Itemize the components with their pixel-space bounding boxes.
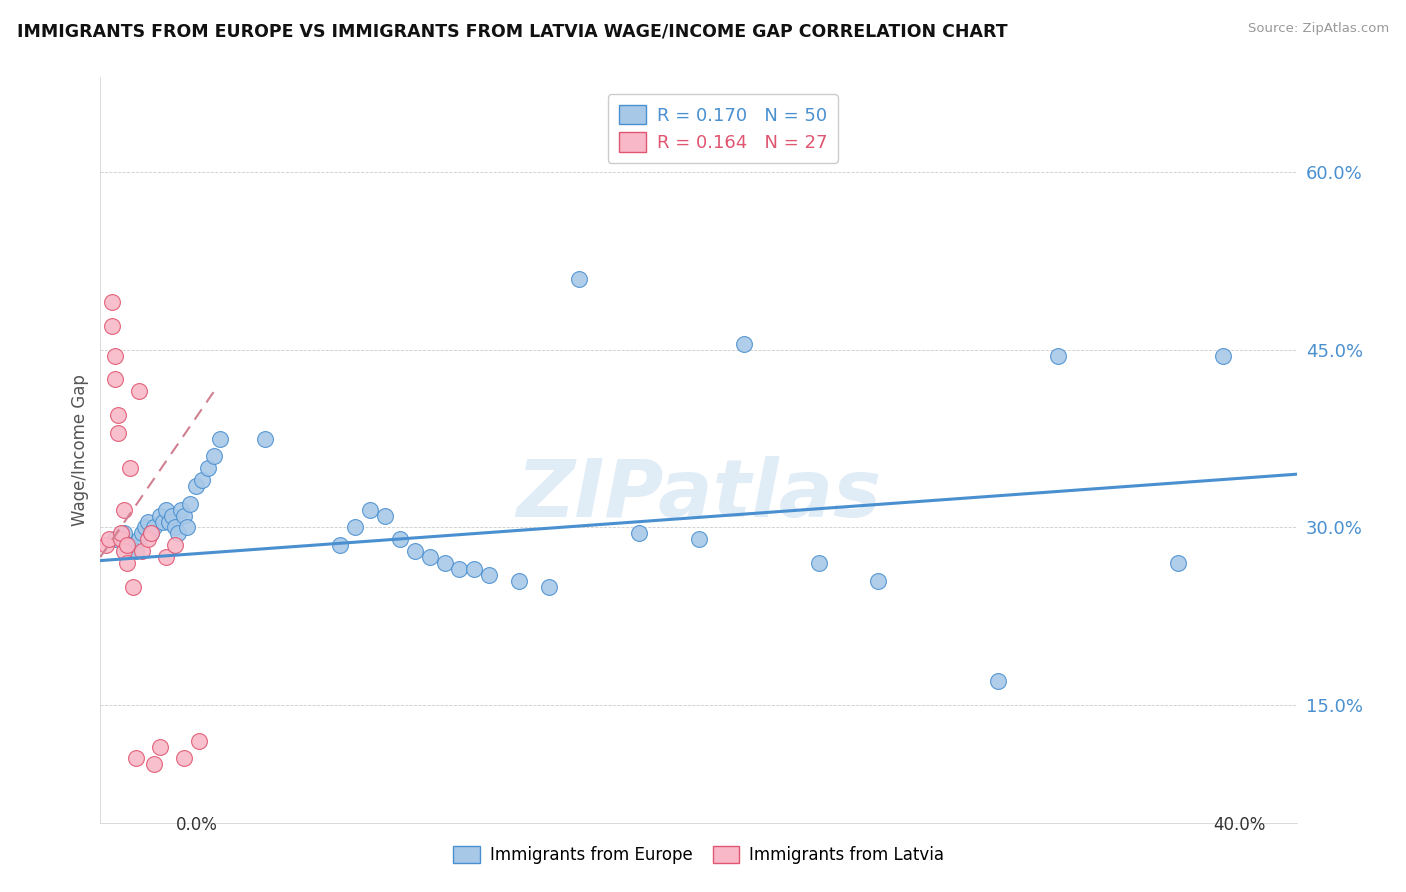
Legend: R = 0.170   N = 50, R = 0.164   N = 27: R = 0.170 N = 50, R = 0.164 N = 27 [607, 94, 838, 162]
Point [149, 508, 172, 523]
Point [143, 520, 166, 534]
Point [433, 556, 456, 570]
Point [157, 515, 180, 529]
Point [165, 538, 187, 552]
Point [131, 544, 153, 558]
Point [141, 526, 163, 541]
Y-axis label: Wage/Income Gap: Wage/Income Gap [72, 375, 89, 526]
Point [107, 408, 129, 422]
Point [807, 556, 830, 570]
Point [120, 538, 142, 552]
Point [160, 508, 183, 523]
Point [209, 432, 232, 446]
Point [343, 520, 366, 534]
Point [1046, 349, 1069, 363]
Point [117, 538, 139, 552]
Point [120, 461, 142, 475]
Point [167, 526, 190, 541]
Point [141, 526, 163, 541]
Point [733, 337, 755, 351]
Point [117, 556, 139, 570]
Point [868, 574, 890, 588]
Text: IMMIGRANTS FROM EUROPE VS IMMIGRANTS FROM LATVIA WAGE/INCOME GAP CORRELATION CHA: IMMIGRANTS FROM EUROPE VS IMMIGRANTS FRO… [17, 22, 1008, 40]
Point [449, 562, 471, 576]
Text: 0.0%: 0.0% [176, 816, 218, 834]
Point [329, 538, 352, 552]
Point [538, 580, 561, 594]
Point [374, 508, 396, 523]
Point [359, 502, 381, 516]
Point [122, 580, 145, 594]
Point [628, 526, 651, 541]
Point [388, 533, 411, 547]
Point [179, 497, 201, 511]
Text: Source: ZipAtlas.com: Source: ZipAtlas.com [1249, 22, 1389, 36]
Point [149, 739, 172, 754]
Point [112, 544, 135, 558]
Point [136, 515, 159, 529]
Point [688, 533, 710, 547]
Point [184, 479, 207, 493]
Point [101, 319, 124, 334]
Point [508, 574, 530, 588]
Point [987, 674, 1010, 689]
Point [463, 562, 485, 576]
Point [131, 526, 153, 541]
Point [173, 751, 195, 765]
Point [143, 757, 166, 772]
Point [197, 461, 219, 475]
Point [107, 425, 129, 440]
Point [101, 295, 124, 310]
Point [191, 473, 214, 487]
Point [253, 432, 276, 446]
Point [110, 533, 132, 547]
Point [134, 520, 156, 534]
Point [112, 526, 135, 541]
Point [568, 272, 591, 286]
Point [152, 515, 174, 529]
Text: ZIPatlas: ZIPatlas [516, 456, 882, 534]
Point [98, 533, 121, 547]
Text: 40.0%: 40.0% [1213, 816, 1265, 834]
Point [176, 520, 198, 534]
Point [419, 549, 441, 564]
Point [136, 533, 159, 547]
Point [104, 372, 127, 386]
Point [404, 544, 426, 558]
Point [155, 502, 177, 516]
Point [110, 526, 132, 541]
Point [125, 544, 148, 558]
Point [170, 502, 193, 516]
Point [155, 549, 177, 564]
Point [173, 508, 195, 523]
Point [478, 567, 501, 582]
Point [1167, 556, 1189, 570]
Point [165, 520, 187, 534]
Point [125, 751, 148, 765]
Point [202, 450, 225, 464]
Point [104, 349, 127, 363]
Point [112, 502, 135, 516]
Point [96, 538, 118, 552]
Point [128, 533, 150, 547]
Point [188, 733, 211, 747]
Point [128, 384, 150, 399]
Point [1212, 349, 1234, 363]
Point [104, 533, 127, 547]
